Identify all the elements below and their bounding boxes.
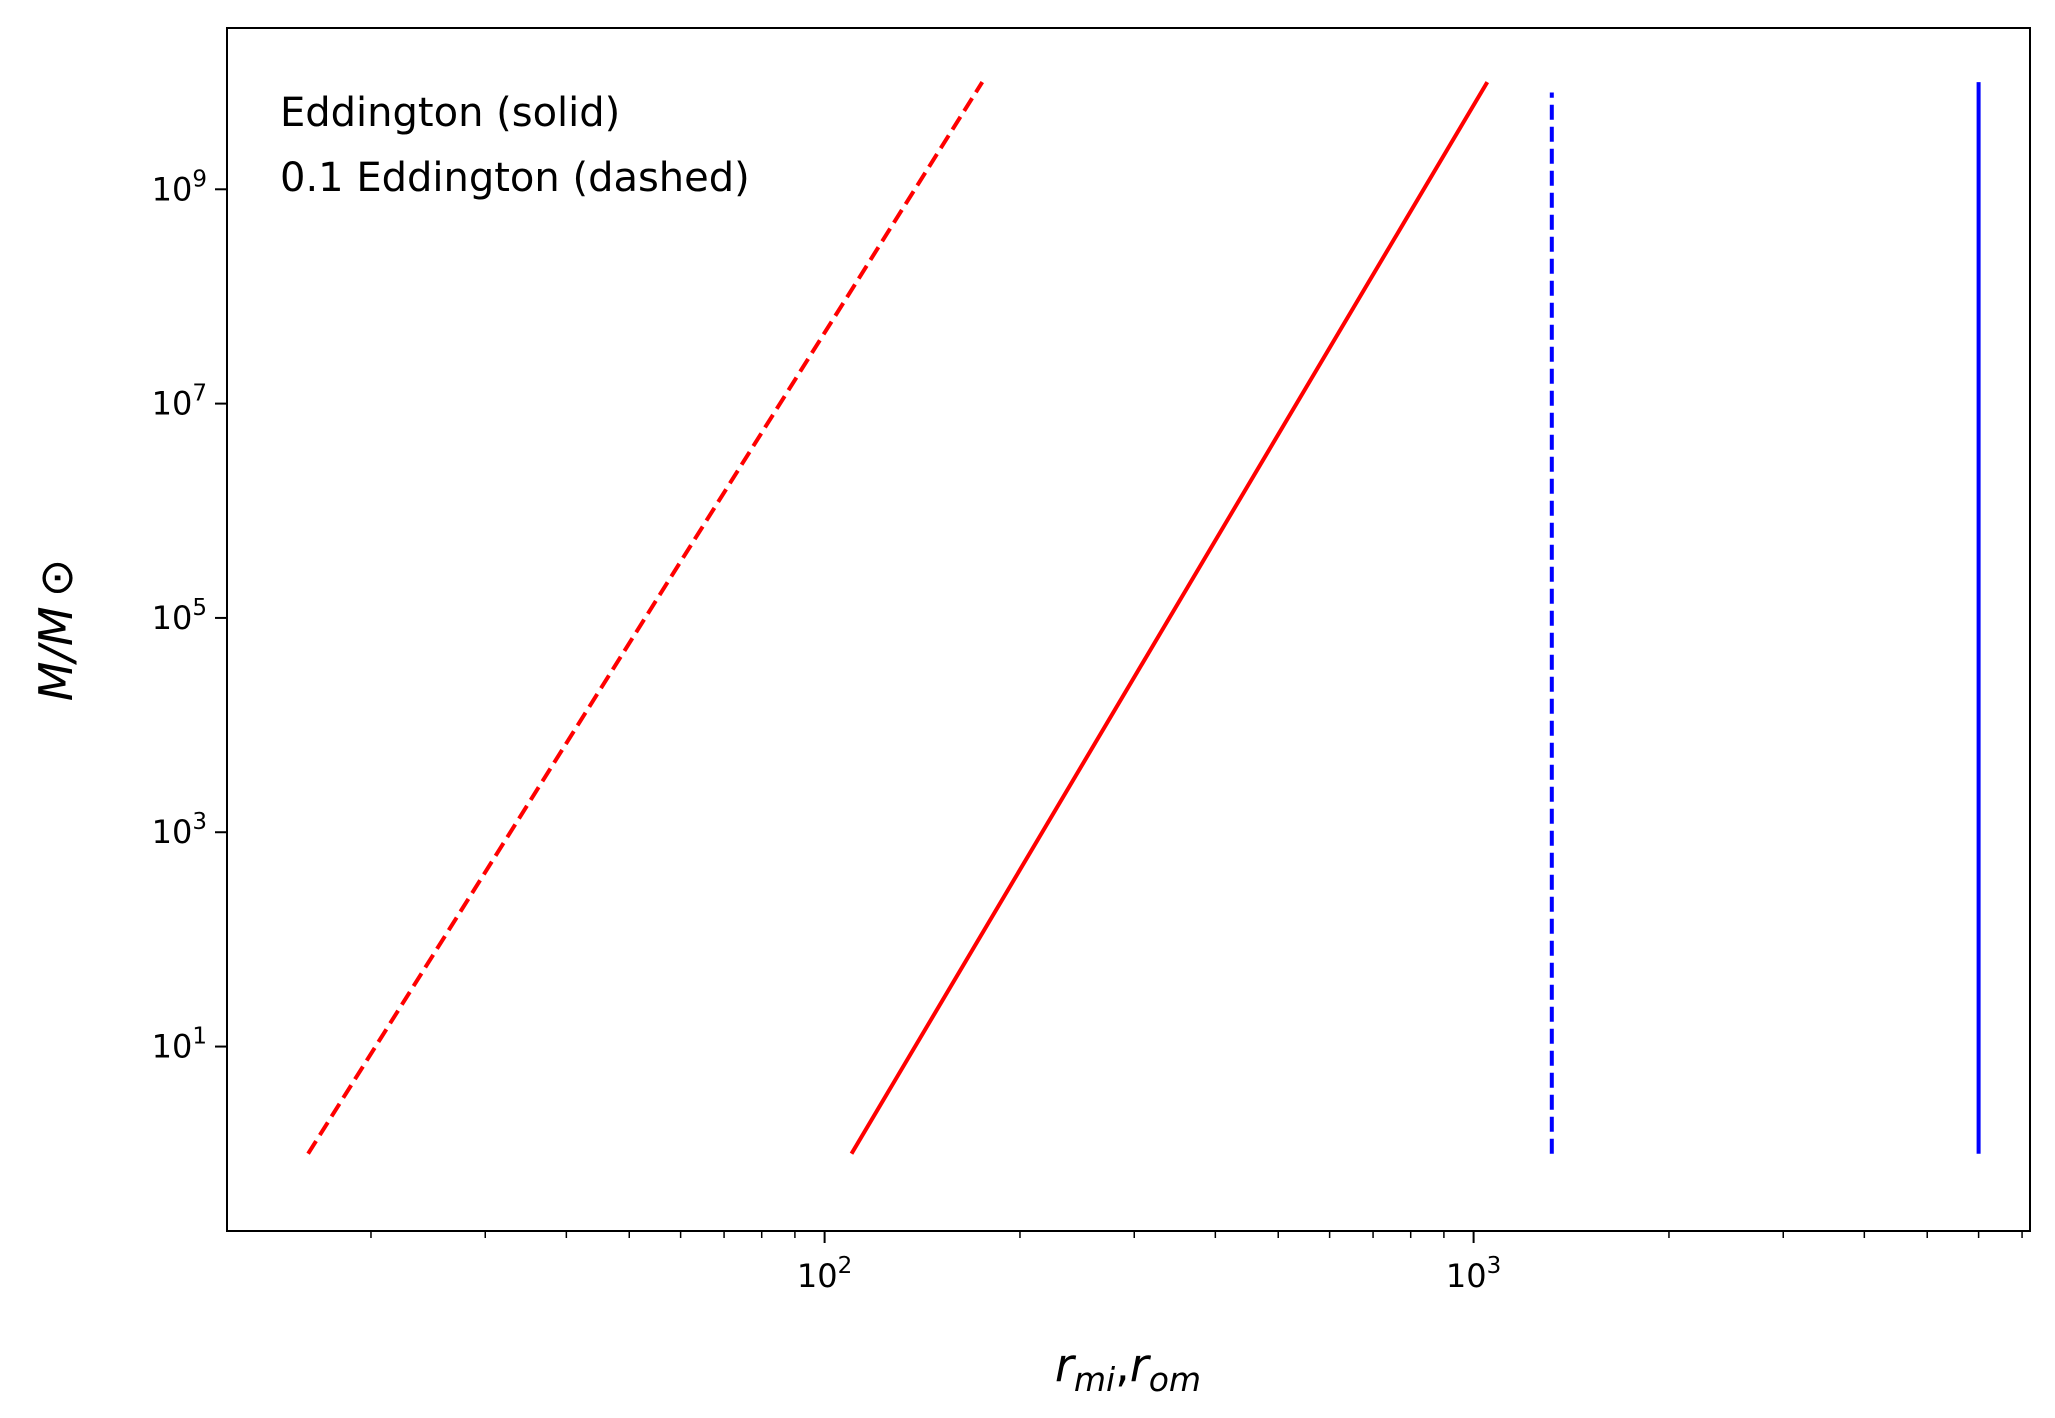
y-tick-label: 101 <box>152 1024 207 1066</box>
y-tick-label: 105 <box>152 595 207 637</box>
y-tick-label: 107 <box>152 381 207 423</box>
plot-frame <box>226 27 2031 1232</box>
y-tick-label: 109 <box>152 166 207 208</box>
y-tick-label: 103 <box>152 809 207 851</box>
tick-layer: 102 103 101 103 105 107 109 <box>152 166 2023 1295</box>
series-layer <box>306 81 1981 1155</box>
x-tick-label: 102 <box>797 1253 852 1295</box>
x-axis-label-r1: r <box>1055 1338 1077 1392</box>
x-axis-label-r2: r <box>1130 1338 1152 1392</box>
x-axis-label: rmi,rom <box>1055 1338 1201 1399</box>
annotation-eddington-solid: Eddington (solid) <box>280 90 620 136</box>
annotation-eddington-dashed: 0.1 Eddington (dashed) <box>280 155 750 201</box>
series-line-red-dashed <box>306 81 984 1155</box>
x-axis-label-sub1: mi <box>1074 1360 1115 1399</box>
series-line-red-solid <box>849 81 1490 1155</box>
y-axis-label: M/M ⊙ <box>29 559 83 702</box>
x-tick-label: 103 <box>1446 1253 1501 1295</box>
x-axis-label-sub2: om <box>1149 1360 1201 1399</box>
x-axis-label-sep: , <box>1115 1338 1130 1392</box>
